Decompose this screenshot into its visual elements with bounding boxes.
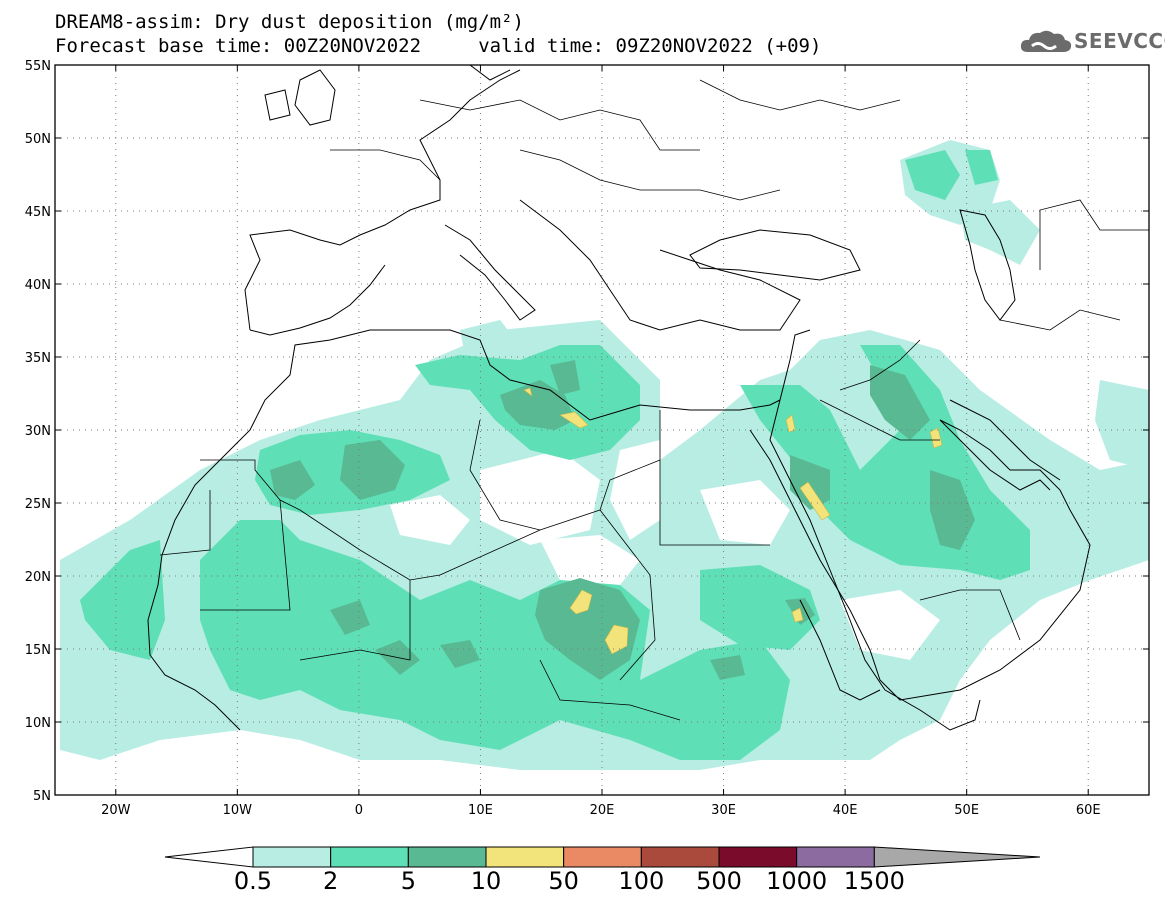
- colorbar-label: 50: [548, 867, 579, 895]
- lat-tick-label: 55N: [25, 59, 51, 74]
- seevccc-logo: SEEVCCC: [1018, 26, 1165, 58]
- colorbar-label: 5: [401, 867, 416, 895]
- lat-tick-label: 10N: [25, 716, 51, 731]
- colorbar-label: 2: [323, 867, 338, 895]
- colorbar-segment: [563, 846, 642, 868]
- lat-tick-label: 30N: [25, 424, 51, 439]
- lon-tick-label: 20E: [590, 803, 615, 818]
- colorbar-label: 100: [618, 867, 664, 895]
- colorbar-segment: [407, 846, 487, 868]
- lon-tick-label: 20W: [101, 803, 131, 818]
- country-borders: [159, 79, 1149, 721]
- coastlines: [147, 65, 1091, 731]
- lat-tick-label: 50N: [25, 132, 51, 147]
- lon-tick-label: 40E: [833, 803, 858, 818]
- colorbar: 0.5 2 5 10 50 100 500 1000 1500: [164, 846, 1041, 895]
- logo-text: SEEVCCC: [1074, 29, 1165, 53]
- lat-tick-label: 35N: [25, 351, 51, 366]
- colorbar-label: 10: [471, 867, 502, 895]
- colorbar-segment: [640, 846, 720, 868]
- colorbar-label: 1000: [766, 867, 827, 895]
- colorbar-segment: [252, 846, 332, 868]
- lon-tick-label: 10E: [468, 803, 493, 818]
- colorbar-segment: [718, 846, 798, 868]
- lon-tick-label: 50E: [954, 803, 979, 818]
- lon-tick-label: 60E: [1076, 803, 1101, 818]
- colorbar-label: 500: [696, 867, 742, 895]
- colorbar-segment: [485, 846, 565, 868]
- colorbar-under-arrow: [164, 846, 254, 868]
- lon-tick-label: 30E: [711, 803, 736, 818]
- lat-tick-label: 40N: [25, 278, 51, 293]
- lat-tick-label: 25N: [25, 497, 51, 512]
- dust-deposition-field: [60, 140, 1149, 770]
- lat-tick-label: 20N: [25, 570, 51, 585]
- colorbar-label: 0.5: [234, 867, 272, 895]
- colorbar-over-arrow: [873, 846, 1041, 868]
- colorbar-segment: [796, 846, 875, 868]
- axis-tick-labels: 55N 50N 45N 40N 35N 30N 25N 20N 15N 10N 5N 20W 10W 0 1…: [25, 59, 1149, 818]
- map-subtitle: Forecast base time: 00Z20NOV2022 valid t…: [55, 35, 822, 57]
- colorbar-label: 1500: [844, 867, 905, 895]
- lat-tick-label: 5N: [33, 789, 51, 804]
- lon-tick-label: 10W: [223, 803, 253, 818]
- cloud-icon: [1020, 30, 1072, 52]
- lat-tick-label: 45N: [25, 205, 51, 220]
- lon-tick-label: 0: [355, 803, 363, 818]
- colorbar-segment: [330, 846, 409, 868]
- lat-tick-label: 15N: [25, 643, 51, 658]
- map-title: DREAM8-assim: Dry dust deposition (mg/m²…: [55, 11, 524, 33]
